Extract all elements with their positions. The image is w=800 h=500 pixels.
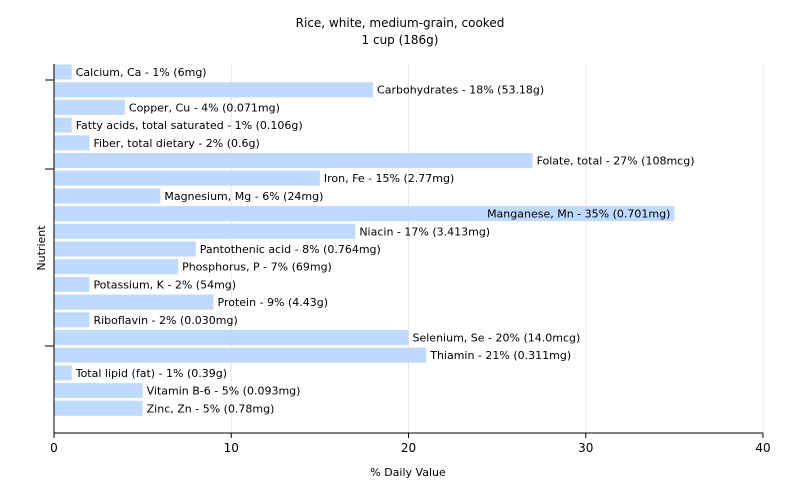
bar-label: Manganese, Mn - 35% (0.701mg) <box>487 208 670 221</box>
bar <box>54 312 90 328</box>
bar <box>54 188 161 204</box>
bar-label: Protein - 9% (4.43g) <box>218 296 329 309</box>
chart-title: Rice, white, medium-grain, cooked <box>296 16 505 30</box>
bar-label: Total lipid (fat) - 1% (0.39g) <box>75 367 227 380</box>
bar-label: Carbohydrates - 18% (53.18g) <box>377 84 544 97</box>
bar <box>54 294 214 310</box>
bar <box>54 330 409 345</box>
bar-label: Potassium, K - 2% (54mg) <box>93 278 236 291</box>
bar-label: Fatty acids, total saturated - 1% (0.106… <box>76 119 303 132</box>
bar-label: Zinc, Zn - 5% (0.78mg) <box>147 402 275 415</box>
bar-label: Magnesium, Mg - 6% (24mg) <box>164 190 323 203</box>
x-axis-label: % Daily Value <box>370 466 446 479</box>
bar <box>54 99 125 115</box>
bar-label: Pantothenic acid - 8% (0.764mg) <box>200 243 381 256</box>
bar <box>54 64 72 80</box>
bar-label: Vitamin B-6 - 5% (0.093mg) <box>147 385 301 398</box>
bar-label: Riboflavin - 2% (0.030mg) <box>93 314 237 327</box>
x-tick-label: 20 <box>401 441 416 455</box>
bar <box>54 241 196 257</box>
bar-label: Iron, Fe - 15% (2.77mg) <box>324 172 454 185</box>
bar <box>54 170 320 186</box>
bar <box>54 135 90 151</box>
bar-label: Fiber, total dietary - 2% (0.6g) <box>93 137 259 150</box>
bar <box>54 223 356 239</box>
x-tick-label: 10 <box>224 441 239 455</box>
bar <box>54 153 533 168</box>
bar-label: Folate, total - 27% (108mcg) <box>537 155 695 168</box>
bar-label: Thiamin - 21% (0.311mg) <box>429 349 571 362</box>
x-tick-label: 0 <box>50 441 58 455</box>
bar-label: Copper, Cu - 4% (0.071mg) <box>129 101 280 114</box>
bar <box>54 259 179 275</box>
bar-label: Phosphorus, P - 7% (69mg) <box>182 261 332 274</box>
bar <box>54 383 143 399</box>
bar <box>54 206 675 222</box>
chart-subtitle: 1 cup (186g) <box>362 33 439 47</box>
y-axis-label: Nutrient <box>35 225 48 271</box>
bar-label: Calcium, Ca - 1% (6mg) <box>76 66 207 79</box>
x-tick-labels: 0 10 20 30 40 <box>50 441 770 455</box>
bar-label: Selenium, Se - 20% (14.0mcg) <box>413 332 581 345</box>
axes <box>45 64 764 438</box>
grid-lines <box>230 64 764 433</box>
x-tick-label: 40 <box>755 441 770 455</box>
bar-series: Calcium, Ca - 1% (6mg) Carbohydrates - 18… <box>54 64 695 416</box>
bar <box>54 276 90 292</box>
bar <box>54 347 427 363</box>
bar <box>54 400 143 416</box>
x-tick-label: 30 <box>578 441 593 455</box>
bar <box>54 82 374 98</box>
bar-label: Niacin - 17% (3.413mg) <box>359 225 490 238</box>
bar <box>54 365 72 381</box>
bar <box>54 117 72 133</box>
